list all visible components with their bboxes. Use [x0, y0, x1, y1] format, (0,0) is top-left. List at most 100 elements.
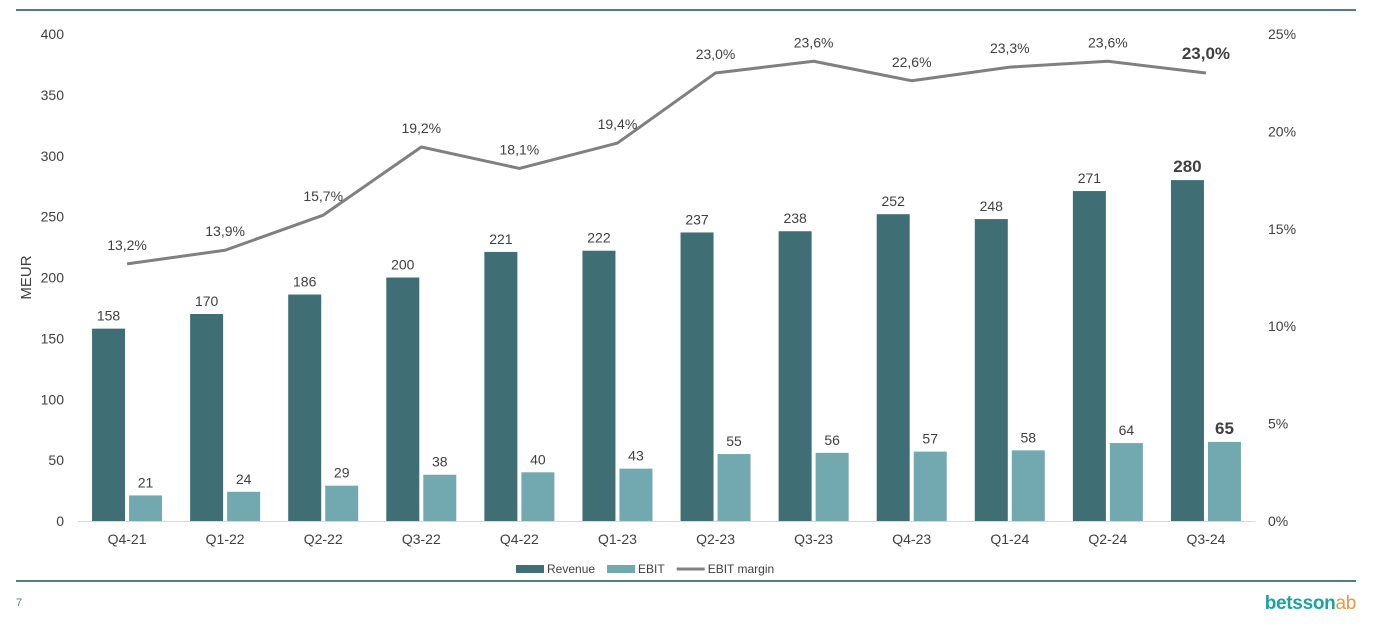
ebit-margin-data-label: 13,2% — [107, 237, 147, 253]
ebit-margin-data-label: 22,6% — [892, 54, 932, 70]
revenue-data-label: 186 — [293, 274, 317, 290]
revenue-bar — [1072, 191, 1106, 521]
revenue-data-label: 170 — [195, 293, 219, 309]
revenue-data-label: 237 — [685, 211, 709, 227]
x-tick-label: Q3-23 — [794, 531, 833, 547]
ebit-margin-data-label: 15,7% — [303, 188, 343, 204]
y-tick-label: 250 — [41, 209, 65, 225]
revenue-bar — [288, 294, 322, 521]
revenue-data-label: 221 — [489, 231, 513, 247]
ebit-bar — [815, 452, 849, 521]
revenue-bar — [974, 219, 1008, 521]
ebit-data-label: 56 — [824, 432, 840, 448]
legend-ebit-swatch — [607, 565, 636, 573]
ebit-data-label: 57 — [922, 431, 938, 447]
x-tick-label: Q2-24 — [1088, 531, 1127, 547]
ebit-bar — [619, 468, 653, 521]
y2-tick-label: 5% — [1268, 416, 1288, 432]
y-axis-title: MEUR — [18, 255, 35, 299]
ebit-bar — [1011, 450, 1045, 521]
y2-tick-label: 15% — [1268, 221, 1296, 237]
y-tick-label: 200 — [41, 270, 65, 286]
ebit-data-label: 64 — [1119, 422, 1135, 438]
x-tick-label: Q1-22 — [206, 531, 245, 547]
revenue-data-label: 158 — [97, 308, 121, 324]
revenue-bar — [778, 231, 812, 522]
ebit-data-label: 65 — [1215, 419, 1234, 438]
revenue-ebit-chart: 0 50 100 150 200 250 300 350 400 0% 5% 10% 15% 20% 25%… — [18, 26, 1296, 576]
revenue-data-label: 238 — [783, 210, 807, 226]
revenue-data-label: 271 — [1078, 170, 1102, 186]
y-tick-label: 50 — [48, 452, 64, 468]
revenue-bar — [582, 250, 616, 521]
bottom-rule — [16, 580, 1356, 582]
ebit-bar — [325, 485, 359, 521]
y2-tick-label: 0% — [1268, 513, 1288, 529]
ebit-margin-data-label: 23,3% — [990, 40, 1030, 56]
ebit-margin-data-label: 23,6% — [1088, 34, 1128, 50]
y-tick-label: 100 — [41, 391, 65, 407]
x-tick-label: Q1-23 — [598, 531, 637, 547]
y-tick-label: 300 — [41, 148, 65, 164]
ebit-bar — [1109, 443, 1143, 521]
ebit-bar — [129, 495, 163, 521]
logo-suffix: ab — [1335, 593, 1356, 614]
y2-tick-label: 20% — [1268, 123, 1296, 139]
revenue-bar — [1170, 180, 1204, 521]
betsson-logo: betssonab — [1264, 593, 1357, 615]
revenue-bar — [386, 277, 420, 521]
ebit-data-label: 55 — [726, 433, 742, 449]
revenue-data-label: 248 — [980, 198, 1004, 214]
ebit-data-label: 24 — [236, 471, 252, 487]
ebit-data-label: 21 — [138, 474, 154, 490]
revenue-data-label: 222 — [587, 230, 611, 246]
revenue-data-label: 280 — [1173, 157, 1201, 176]
x-tick-label: Q2-23 — [696, 531, 735, 547]
x-tick-label: Q4-22 — [500, 531, 539, 547]
y-tick-label: 0 — [56, 513, 64, 529]
ebit-margin-data-label: 19,2% — [401, 120, 441, 136]
ebit-data-label: 29 — [334, 465, 350, 481]
y2-tick-label: 25% — [1268, 26, 1296, 42]
revenue-bar — [876, 214, 910, 521]
ebit-bar — [913, 451, 947, 521]
ebit-margin-data-label: 23,0% — [1182, 44, 1230, 63]
ebit-bar — [1207, 441, 1241, 521]
legend-ebit-margin-label: EBIT margin — [708, 562, 774, 576]
x-tick-label: Q4-23 — [892, 531, 931, 547]
x-tick-label: Q3-24 — [1186, 531, 1225, 547]
ebit-data-label: 38 — [432, 454, 448, 470]
y2-tick-label: 10% — [1268, 318, 1296, 334]
revenue-bar — [484, 251, 518, 521]
page-number: 7 — [16, 597, 23, 609]
ebit-bar — [521, 472, 555, 521]
legend-revenue-swatch — [516, 565, 544, 573]
revenue-bar — [680, 232, 714, 521]
ebit-data-label: 43 — [628, 448, 644, 464]
x-tick-label: Q4-21 — [108, 531, 147, 547]
ebit-bar — [717, 454, 751, 521]
x-tick-label: Q2-22 — [304, 531, 343, 547]
ebit-margin-data-label: 18,1% — [500, 141, 540, 157]
ebit-data-label: 40 — [530, 451, 546, 467]
x-tick-label: Q3-22 — [402, 531, 441, 547]
ebit-margin-data-label: 13,9% — [205, 223, 245, 239]
ebit-bar — [423, 474, 457, 521]
revenue-bar — [190, 314, 224, 521]
ebit-margin-data-label: 23,0% — [696, 46, 736, 62]
ebit-margin-data-label: 23,6% — [794, 34, 834, 50]
logo-word: betsson — [1264, 593, 1336, 614]
revenue-data-label: 200 — [391, 257, 415, 273]
revenue-bar — [92, 328, 126, 521]
ebit-margin-data-label: 19,4% — [598, 116, 638, 132]
legend-ebit-label: EBIT — [638, 562, 665, 576]
revenue-data-label: 252 — [882, 193, 906, 209]
top-rule — [16, 9, 1356, 11]
x-tick-label: Q1-24 — [990, 531, 1029, 547]
y-tick-label: 350 — [41, 87, 65, 103]
ebit-bar — [227, 491, 261, 521]
y-tick-label: 150 — [41, 330, 65, 346]
ebit-data-label: 58 — [1021, 429, 1037, 445]
legend-revenue-label: Revenue — [547, 562, 595, 576]
ebit-margin-line — [126, 59, 1207, 266]
